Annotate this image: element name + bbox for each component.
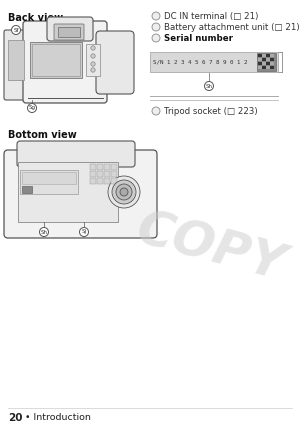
Circle shape	[91, 62, 95, 66]
Bar	[258, 66, 262, 69]
FancyBboxPatch shape	[4, 150, 157, 238]
Bar	[90, 164, 96, 170]
Bar	[104, 178, 110, 184]
Text: 20: 20	[8, 413, 22, 423]
Bar	[258, 58, 262, 61]
Circle shape	[40, 228, 49, 236]
Bar	[258, 62, 262, 66]
Bar	[266, 62, 269, 66]
Text: Sg: Sg	[28, 105, 35, 110]
Circle shape	[112, 180, 136, 204]
Circle shape	[152, 12, 160, 20]
Bar	[22, 172, 76, 184]
Circle shape	[152, 34, 160, 42]
Text: Sh: Sh	[40, 230, 47, 234]
Bar	[111, 178, 117, 184]
Text: DC IN terminal (□ 21): DC IN terminal (□ 21)	[164, 12, 258, 21]
FancyBboxPatch shape	[96, 31, 134, 94]
Circle shape	[80, 228, 88, 236]
Bar	[97, 164, 103, 170]
Bar	[262, 62, 266, 66]
Text: Sh: Sh	[206, 83, 212, 88]
Bar	[262, 58, 266, 61]
Text: COPY: COPY	[130, 205, 290, 291]
Text: Back view: Back view	[8, 13, 63, 23]
Bar	[32, 44, 80, 76]
Bar	[90, 171, 96, 177]
Text: S/N 1 2 3 4 5 6 7 8 9 0 1 2: S/N 1 2 3 4 5 6 7 8 9 0 1 2	[153, 60, 248, 64]
Circle shape	[152, 23, 160, 31]
FancyBboxPatch shape	[4, 30, 30, 100]
Bar	[58, 27, 80, 37]
Circle shape	[120, 188, 128, 196]
Bar	[8, 40, 24, 80]
Bar	[22, 186, 32, 193]
Bar	[262, 54, 266, 58]
Bar	[150, 52, 278, 72]
Circle shape	[116, 184, 132, 200]
Circle shape	[91, 46, 95, 50]
Bar	[104, 164, 110, 170]
Circle shape	[91, 68, 95, 72]
Text: Battery attachment unit (□ 21): Battery attachment unit (□ 21)	[164, 23, 300, 32]
Bar	[266, 58, 269, 61]
Bar	[270, 58, 274, 61]
Bar	[257, 53, 276, 71]
Bar	[30, 42, 82, 78]
Circle shape	[205, 82, 214, 91]
Bar	[90, 178, 96, 184]
Bar	[97, 178, 103, 184]
Text: Tripod socket (□ 223): Tripod socket (□ 223)	[164, 107, 258, 116]
Bar	[86, 44, 100, 76]
FancyBboxPatch shape	[23, 21, 107, 103]
Bar	[270, 62, 274, 66]
Circle shape	[152, 107, 160, 115]
Circle shape	[108, 176, 140, 208]
Bar	[258, 54, 262, 58]
FancyBboxPatch shape	[47, 17, 93, 41]
Bar	[104, 171, 110, 177]
Text: • Introduction: • Introduction	[22, 413, 91, 422]
Bar	[18, 162, 118, 222]
Bar	[20, 170, 78, 194]
Circle shape	[11, 25, 20, 35]
Text: Bottom view: Bottom view	[8, 130, 77, 140]
Circle shape	[91, 54, 95, 58]
Text: Sj: Sj	[82, 230, 86, 234]
FancyBboxPatch shape	[54, 24, 84, 40]
Text: Serial number: Serial number	[164, 34, 233, 43]
Bar	[270, 54, 274, 58]
Bar	[266, 54, 269, 58]
Bar	[97, 171, 103, 177]
Bar	[270, 66, 274, 69]
Text: Sf: Sf	[13, 27, 19, 33]
Bar	[111, 171, 117, 177]
Bar	[262, 66, 266, 69]
Bar	[266, 66, 269, 69]
Bar	[111, 164, 117, 170]
Circle shape	[28, 104, 37, 113]
FancyBboxPatch shape	[17, 141, 135, 167]
